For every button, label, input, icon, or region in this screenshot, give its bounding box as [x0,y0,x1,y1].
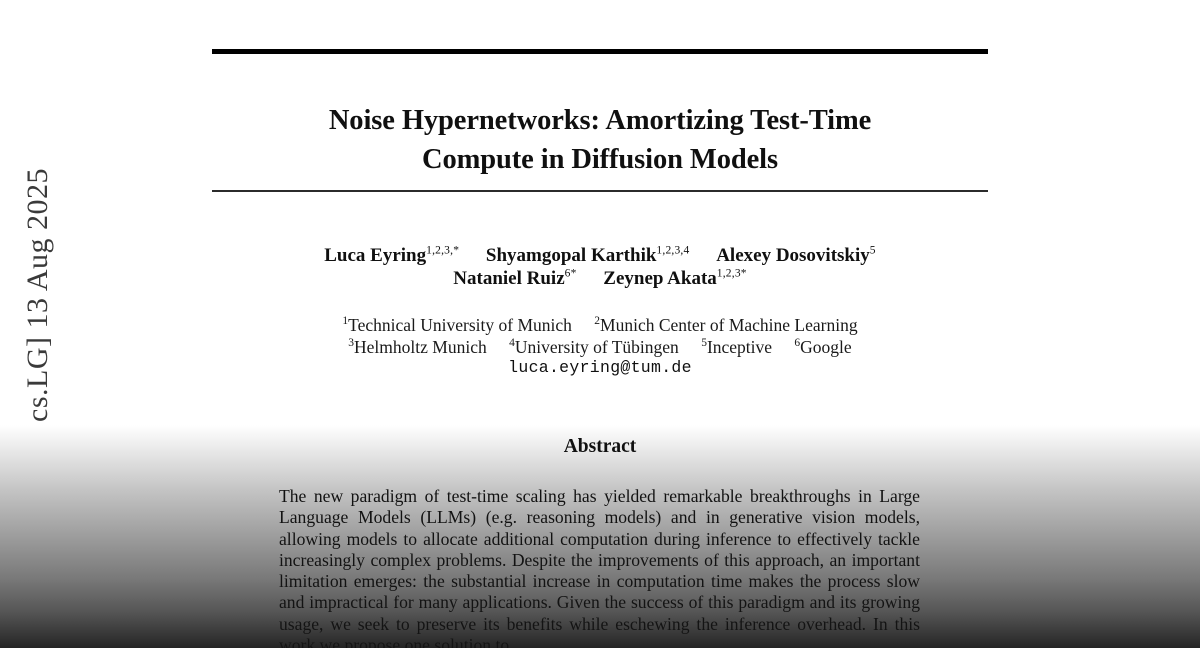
author-affiliation-marker: 1,2,3* [716,267,747,280]
header-rule-thick [212,49,988,54]
author-affiliation-marker: 1,2,3,4 [656,244,690,257]
affiliation-name: Helmholtz Munich [354,337,487,357]
author-entry: Alexey Dosovitskiy5 [716,245,876,266]
affiliation-name: Inceptive [706,337,773,357]
affiliation-entry: 5Inceptive [701,337,772,357]
author-entry: Shyamgopal Karthik1,2,3,4 [486,245,690,266]
affiliation-line-2: 3Helmholtz Munich 4University of Tübinge… [202,336,998,358]
author-name: Nataniel Ruiz [453,268,565,289]
affiliation-name: Munich Center of Machine Learning [600,315,858,335]
abstract-heading: Abstract [563,436,637,457]
author-line-2: Nataniel Ruiz6* Zeynep Akata1,2,3* [202,267,998,290]
affiliation-entry: 1Technical University of Munich [342,315,572,335]
author-entry: Luca Eyring1,2,3,* [324,245,459,266]
author-name: Zeynep Akata [603,268,717,289]
affiliation-entry: 3Helmholtz Munich [348,337,486,357]
affiliation-line-1: 1Technical University of Munich 2Munich … [202,314,998,336]
author-name: Luca Eyring [324,245,427,266]
author-list: Luca Eyring1,2,3,* Shyamgopal Karthik1,2… [202,244,998,290]
header-rule-thin [212,190,988,192]
author-line-1: Luca Eyring1,2,3,* Shyamgopal Karthik1,2… [202,244,998,267]
author-entry: Zeynep Akata1,2,3* [603,268,746,289]
title-line-1: Noise Hypernetworks: Amortizing Test-Tim… [328,105,872,137]
author-affiliation-marker: 6* [564,267,577,280]
arxiv-vertical-stamp: cs.LG] 13 Aug 2025 [21,168,54,422]
abstract-body-text: The new paradigm of test-time scaling ha… [279,486,920,648]
author-affiliation-marker: 5 [869,244,876,257]
author-name: Shyamgopal Karthik [485,245,657,266]
affiliation-list: 1Technical University of Munich 2Munich … [202,314,998,358]
author-entry: Nataniel Ruiz6* [453,268,576,289]
author-name: Alexey Dosovitskiy [716,245,870,266]
author-affiliation-marker: 1,2,3,* [426,244,460,257]
affiliation-entry: 6Google [794,337,851,357]
title-line-2: Compute in Diffusion Models [422,144,778,176]
affiliation-name: University of Tübingen [514,337,679,357]
affiliation-entry: 4University of Tübingen [509,337,679,357]
affiliation-name: Technical University of Munich [348,315,572,335]
page-title: Noise Hypernetworks: Amortizing Test-Tim… [212,101,988,179]
paper-content-column: Noise Hypernetworks: Amortizing Test-Tim… [212,0,988,648]
affiliation-name: Google [800,337,852,357]
contact-email[interactable]: luca.eyring@tum.de [508,358,692,377]
affiliation-entry: 2Munich Center of Machine Learning [594,315,857,335]
